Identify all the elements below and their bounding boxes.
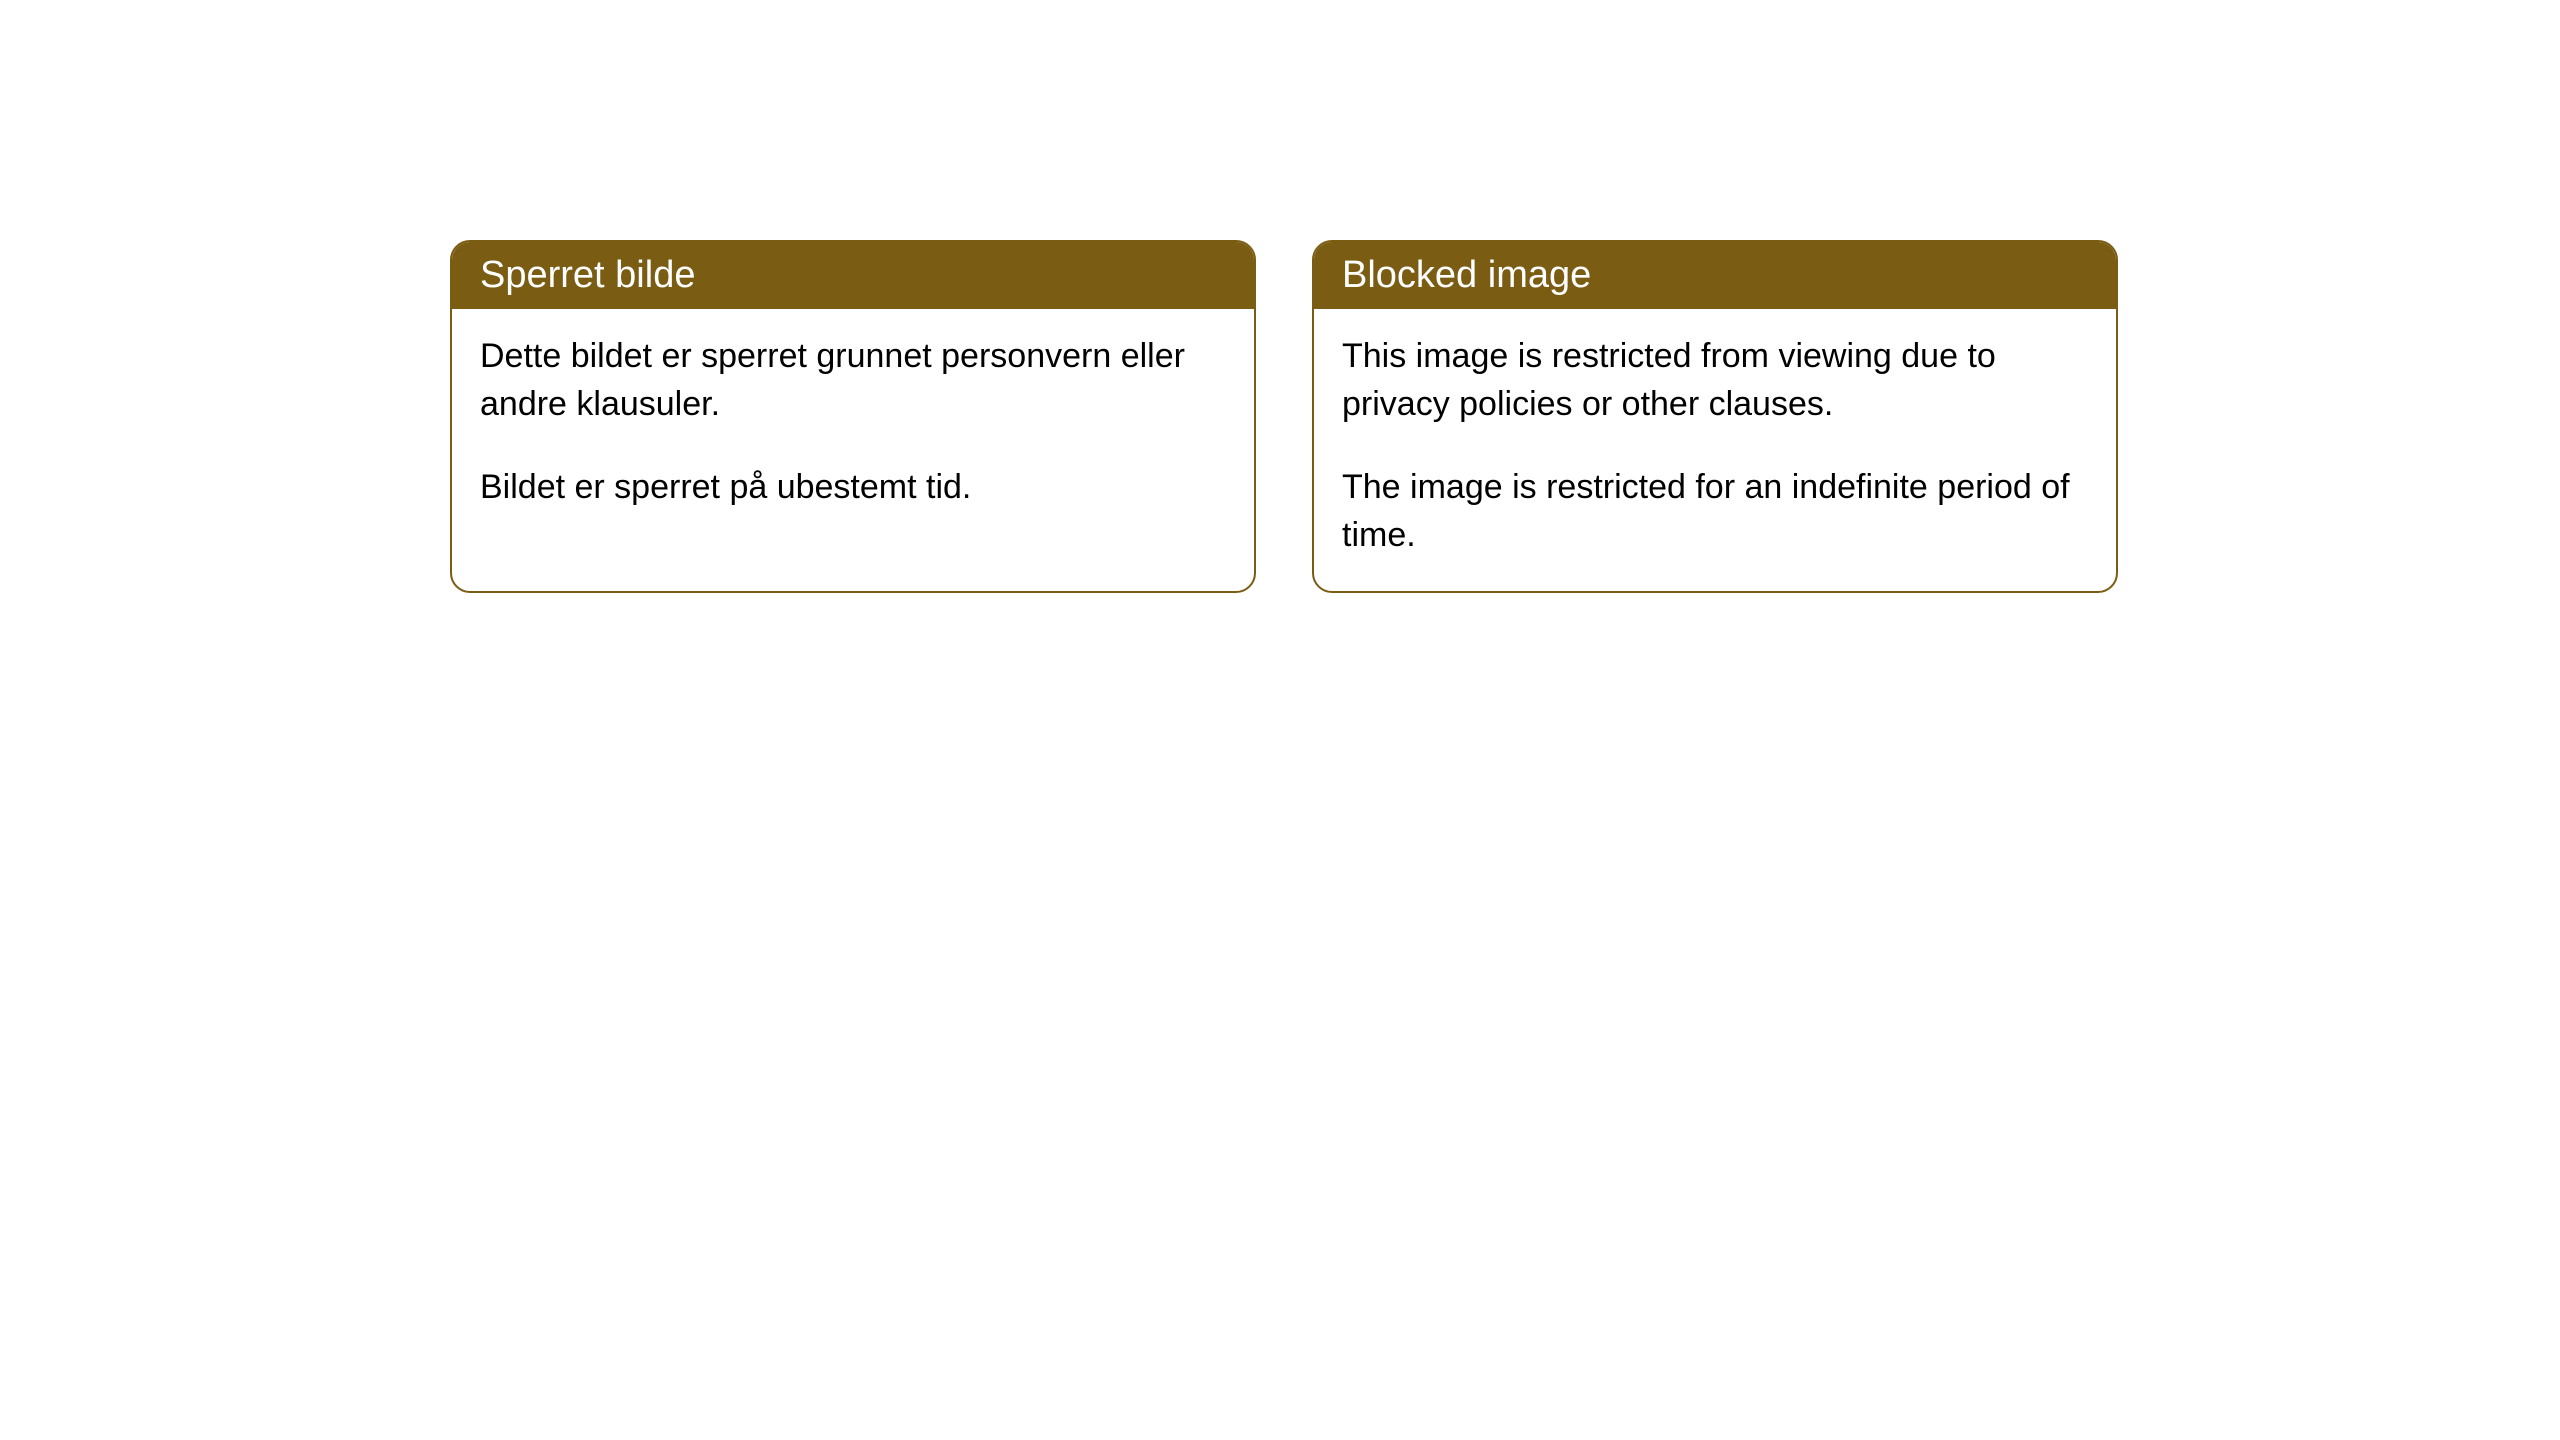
notice-title-norwegian: Sperret bilde	[480, 254, 695, 296]
notice-header-english: Blocked image	[1314, 242, 2116, 309]
notice-paragraph-1-norwegian: Dette bildet er sperret grunnet personve…	[480, 333, 1226, 428]
notice-body-norwegian: Dette bildet er sperret grunnet personve…	[452, 309, 1254, 544]
notice-body-english: This image is restricted from viewing du…	[1314, 309, 2116, 591]
notice-title-english: Blocked image	[1342, 254, 1591, 296]
notice-container: Sperret bilde Dette bildet er sperret gr…	[450, 240, 2118, 593]
notice-header-norwegian: Sperret bilde	[452, 242, 1254, 309]
notice-paragraph-2-english: The image is restricted for an indefinit…	[1342, 464, 2088, 559]
notice-paragraph-1-english: This image is restricted from viewing du…	[1342, 333, 2088, 428]
notice-paragraph-2-norwegian: Bildet er sperret på ubestemt tid.	[480, 464, 1226, 512]
notice-card-norwegian: Sperret bilde Dette bildet er sperret gr…	[450, 240, 1256, 593]
notice-card-english: Blocked image This image is restricted f…	[1312, 240, 2118, 593]
